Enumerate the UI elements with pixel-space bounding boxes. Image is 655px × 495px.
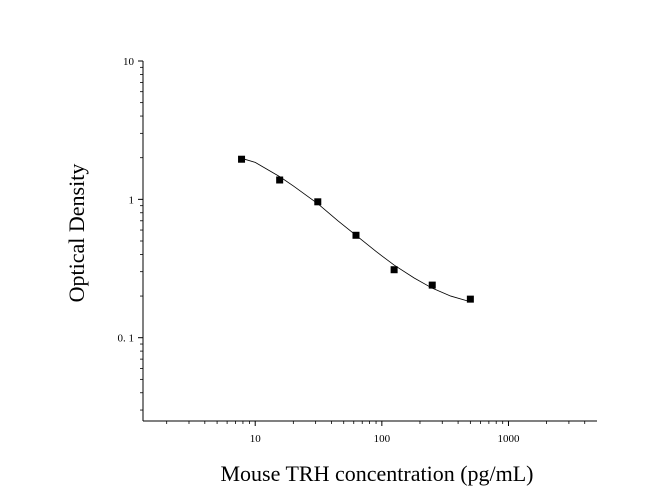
y-axis-title: Optical Density: [64, 164, 89, 303]
data-point: [238, 155, 246, 163]
plot-axes: [142, 61, 597, 422]
x-tick-label: 10: [250, 433, 262, 445]
x-tick-label: 1000: [497, 433, 520, 445]
x-axis-title: Mouse TRH concentration (pg/mL): [220, 461, 533, 486]
data-point: [314, 198, 322, 206]
data-point: [352, 231, 360, 239]
y-tick-label: 1: [129, 194, 135, 206]
data-point: [276, 176, 284, 184]
data-point: [390, 266, 398, 274]
y-tick-label: 10: [123, 56, 135, 68]
x-ticks: 10 100 1000: [166, 421, 586, 445]
y-ticks: 0. 1 1 10: [118, 56, 143, 411]
data-point: [428, 281, 436, 289]
y-tick-label: 0. 1: [118, 333, 135, 345]
data-point: [466, 295, 474, 303]
x-tick-label: 100: [374, 433, 391, 445]
fit-curve: [241, 157, 471, 303]
data-points: [238, 155, 474, 303]
